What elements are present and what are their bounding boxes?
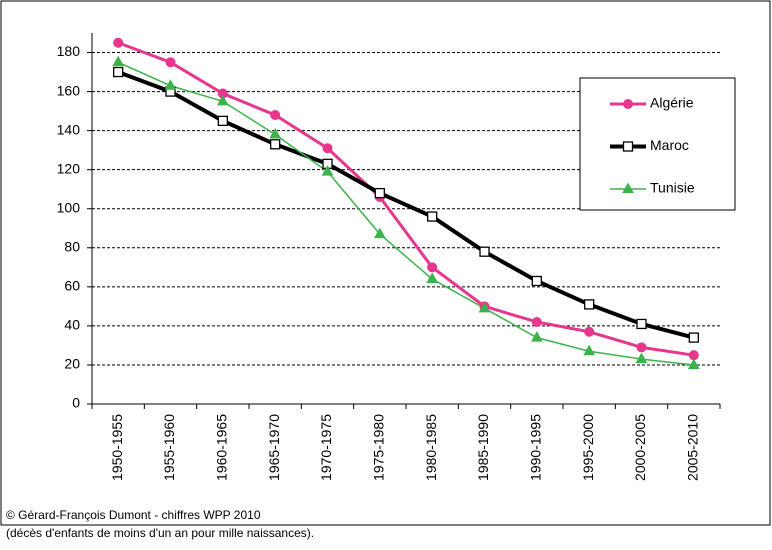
y-tick-label: 0 bbox=[72, 395, 80, 411]
x-tick-label: 1995-2000 bbox=[580, 414, 596, 481]
x-tick-label: 1955-1960 bbox=[161, 414, 177, 481]
data-point bbox=[270, 139, 281, 150]
x-tick-label: 1970-1975 bbox=[318, 414, 334, 481]
data-point bbox=[584, 326, 595, 337]
data-point bbox=[584, 299, 595, 310]
x-tick-label: 1980-1985 bbox=[423, 414, 439, 481]
data-point bbox=[321, 165, 334, 176]
data-point bbox=[530, 331, 543, 342]
data-point bbox=[165, 57, 176, 68]
legend-marker bbox=[623, 99, 633, 109]
annotation: (décès d'enfants de moins d'un an pour m… bbox=[6, 526, 314, 540]
data-point bbox=[164, 79, 177, 90]
y-tick-label: 180 bbox=[57, 43, 81, 59]
legend-label: Maroc bbox=[650, 137, 689, 153]
series-line bbox=[117, 70, 695, 340]
x-tick-label: 2000-2005 bbox=[632, 414, 648, 481]
data-point bbox=[479, 246, 490, 257]
data-point bbox=[687, 358, 700, 369]
data-point bbox=[113, 37, 124, 48]
legend-label: Tunisie bbox=[650, 180, 695, 196]
data-point bbox=[427, 262, 438, 273]
y-tick-label: 20 bbox=[64, 356, 80, 372]
data-point bbox=[374, 187, 385, 199]
data-point bbox=[112, 55, 125, 67]
y-tick-label: 160 bbox=[57, 82, 81, 98]
data-point bbox=[270, 110, 281, 121]
data-point bbox=[531, 316, 542, 327]
y-tick-label: 40 bbox=[64, 317, 80, 333]
y-tick-label: 140 bbox=[57, 121, 81, 137]
x-tick-label: 1965-1970 bbox=[266, 414, 282, 481]
x-tick-label: 1985-1990 bbox=[475, 414, 491, 481]
data-point bbox=[322, 143, 333, 154]
series-line bbox=[117, 41, 695, 357]
y-tick-label: 120 bbox=[57, 160, 81, 176]
data-point bbox=[583, 344, 596, 356]
chart-frame bbox=[0, 0, 771, 526]
legend-marker bbox=[622, 141, 634, 152]
x-tick-label: 1950-1955 bbox=[109, 414, 125, 481]
data-point bbox=[478, 301, 491, 313]
legend-marker bbox=[622, 182, 634, 193]
data-point bbox=[113, 66, 124, 78]
x-tick-label: 2005-2010 bbox=[685, 414, 701, 481]
data-point bbox=[635, 352, 648, 364]
data-point bbox=[688, 332, 699, 343]
data-point bbox=[531, 275, 542, 287]
y-tick-label: 100 bbox=[57, 199, 81, 215]
annotation: © Gérard-François Dumont - chiffres WPP … bbox=[6, 508, 261, 522]
data-point bbox=[269, 128, 282, 139]
data-point bbox=[217, 115, 228, 127]
legend-label: Algérie bbox=[650, 95, 694, 111]
x-tick-label: 1960-1965 bbox=[214, 414, 230, 481]
data-point bbox=[636, 342, 647, 353]
x-tick-label: 1975-1980 bbox=[371, 414, 387, 481]
y-tick-label: 80 bbox=[64, 238, 80, 254]
data-point bbox=[216, 94, 229, 106]
y-tick-label: 60 bbox=[64, 278, 80, 294]
data-point bbox=[427, 211, 438, 222]
x-tick-label: 1990-1995 bbox=[528, 414, 544, 481]
series-line bbox=[117, 61, 694, 366]
legend-box bbox=[579, 77, 736, 211]
data-point bbox=[688, 350, 699, 361]
data-point bbox=[426, 272, 439, 284]
data-point bbox=[636, 318, 647, 330]
data-point bbox=[373, 227, 386, 239]
